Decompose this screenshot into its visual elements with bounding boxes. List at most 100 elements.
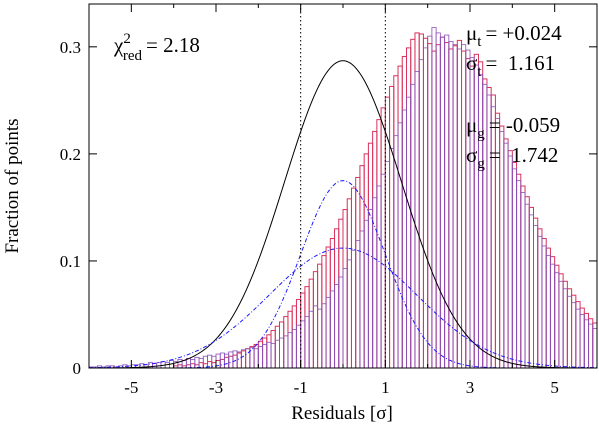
histogram-bar bbox=[477, 61, 484, 369]
chi-sub: red bbox=[123, 48, 143, 64]
histogram-bar bbox=[537, 235, 543, 369]
histogram-bar bbox=[219, 352, 225, 369]
x-tick-label: 5 bbox=[550, 378, 559, 397]
histogram-bar bbox=[588, 323, 594, 369]
histogram-bar bbox=[469, 65, 475, 369]
histogram-bar bbox=[406, 96, 412, 369]
histogram-bar bbox=[528, 206, 534, 369]
histogram-bar bbox=[329, 290, 335, 369]
histogram-bar bbox=[224, 353, 230, 369]
sigma-g-value: = 1.742 bbox=[489, 143, 559, 167]
sigma-t-sub: t bbox=[477, 64, 482, 80]
histogram-bar bbox=[397, 122, 403, 369]
total-fit-curve bbox=[88, 60, 598, 369]
histogram-bar bbox=[397, 65, 403, 369]
histogram-bar bbox=[562, 280, 568, 369]
y-tick-label: 0.2 bbox=[60, 145, 81, 164]
component-fit-curve bbox=[88, 247, 598, 369]
histogram-bar bbox=[507, 155, 513, 369]
histogram-bar bbox=[545, 247, 551, 369]
histogram-bar bbox=[338, 218, 344, 369]
histogram-bar bbox=[312, 305, 319, 369]
histogram-bar bbox=[380, 173, 386, 369]
histogram-bar bbox=[473, 53, 479, 369]
histogram-bar bbox=[401, 55, 407, 369]
y-axis-title: Fraction of points bbox=[2, 118, 23, 253]
histogram-bar bbox=[367, 209, 374, 369]
x-tick-label: 1 bbox=[381, 378, 390, 397]
histogram-bar bbox=[465, 49, 471, 369]
histogram-bar bbox=[507, 150, 513, 369]
histogram-bar bbox=[291, 329, 297, 369]
sigma-t-value: = 1.161 bbox=[486, 51, 556, 75]
histogram-bar bbox=[503, 138, 509, 369]
histogram-bar bbox=[346, 198, 352, 369]
histogram-bar bbox=[296, 324, 302, 369]
histogram-bar bbox=[571, 294, 577, 369]
histogram-bar bbox=[270, 342, 276, 369]
histogram-bar bbox=[228, 351, 234, 369]
histogram-bar bbox=[346, 259, 352, 369]
histogram-bar bbox=[541, 245, 547, 369]
histogram-bar bbox=[283, 335, 289, 369]
mu-g-symbol: μ bbox=[466, 113, 477, 137]
mu-g-annotation: μg = -0.059 bbox=[466, 113, 560, 142]
histogram-bar bbox=[334, 228, 340, 369]
histogram-bar bbox=[478, 74, 484, 369]
histogram-bar bbox=[461, 50, 467, 369]
histogram-bar bbox=[456, 39, 463, 369]
chi-squared-annotation: χ2 red = 2.18 bbox=[113, 31, 200, 64]
sigma-g-sub: g bbox=[477, 156, 485, 172]
histogram-bar bbox=[431, 50, 437, 369]
histogram-bar bbox=[249, 346, 255, 369]
mu-g-value: = -0.059 bbox=[489, 113, 560, 137]
y-tick-label: 0.3 bbox=[60, 38, 81, 57]
histogram-bar bbox=[274, 339, 280, 369]
histogram-bar bbox=[418, 59, 424, 369]
histogram-bar bbox=[435, 44, 441, 369]
histogram-bar bbox=[372, 130, 378, 369]
histogram-bar bbox=[537, 228, 543, 369]
histogram-bar bbox=[325, 296, 331, 369]
histogram-bar bbox=[583, 319, 589, 369]
histogram-bar bbox=[566, 288, 573, 369]
x-tick-label: -1 bbox=[294, 378, 308, 397]
sigma-t-symbol: σ bbox=[466, 51, 477, 75]
x-tick-label: -5 bbox=[124, 378, 138, 397]
histogram-bar bbox=[427, 35, 433, 369]
histogram-bar bbox=[219, 358, 225, 369]
histogram-bar bbox=[266, 334, 272, 369]
histogram-bar bbox=[444, 34, 450, 369]
mu-t-value: = +0.024 bbox=[485, 21, 562, 45]
mu-t-symbol: μ bbox=[466, 21, 477, 45]
histogram-bar bbox=[317, 308, 323, 369]
histogram-bar bbox=[533, 225, 539, 369]
mu-t-sub: t bbox=[477, 34, 482, 50]
histogram-bar bbox=[350, 187, 357, 369]
histogram-bar bbox=[287, 310, 293, 369]
histogram-bar bbox=[228, 355, 234, 369]
histogram-bar bbox=[448, 41, 454, 369]
histogram-bar bbox=[473, 64, 479, 369]
histogram-bar bbox=[469, 57, 475, 369]
histogram-bar bbox=[422, 37, 429, 369]
histogram-bar bbox=[342, 209, 348, 369]
histogram-bar bbox=[588, 318, 594, 369]
histogram-bar bbox=[257, 346, 263, 369]
histogram-bar bbox=[435, 32, 441, 369]
sigma-g-symbol: σ bbox=[466, 143, 477, 167]
histogram-bar bbox=[533, 217, 539, 369]
histogram-bar bbox=[520, 185, 526, 369]
histogram-bar bbox=[583, 312, 590, 369]
histogram-bar bbox=[308, 278, 314, 369]
histogram-bar bbox=[351, 249, 357, 369]
histogram-bar bbox=[236, 351, 242, 369]
histogram-bar bbox=[571, 302, 577, 369]
sigma-g-annotation: σg = 1.742 bbox=[466, 143, 558, 172]
histogram-bar bbox=[215, 360, 221, 369]
histogram-bar bbox=[423, 47, 429, 369]
histogram-bar bbox=[549, 256, 556, 369]
histogram-bar bbox=[376, 119, 382, 369]
histogram-bar bbox=[279, 321, 285, 369]
